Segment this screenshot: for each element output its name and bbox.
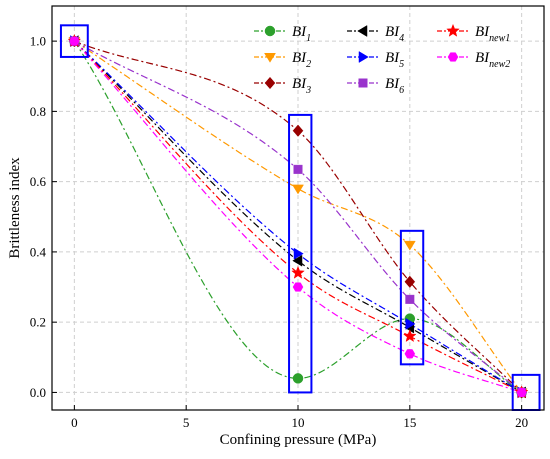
x-tick-label: 15: [403, 415, 416, 430]
x-tick-label: 0: [71, 415, 78, 430]
x-tick-label: 10: [292, 415, 305, 430]
data-point-4: [292, 254, 303, 267]
legend-item-5: BI5: [347, 50, 404, 70]
legend-label: BI2: [292, 50, 311, 70]
legend-label-main: BI: [385, 50, 400, 66]
y-tick-label: 0.2: [30, 315, 46, 330]
data-point-5: [405, 317, 416, 330]
data-point-6: [293, 164, 303, 174]
data-point-2: [292, 184, 304, 195]
legend-label-sub: new1: [489, 33, 510, 44]
legend-label: BI6: [385, 76, 404, 96]
y-tick-label: 1.0: [30, 34, 46, 49]
data-point-new2: [404, 349, 416, 359]
data-point-3: [404, 275, 416, 288]
x-tick-label: 20: [515, 415, 528, 430]
y-tick-label: 0.0: [30, 385, 46, 400]
series-line-1: [73, 40, 522, 393]
legend-marker: [264, 76, 276, 90]
legend-marker: [358, 78, 368, 88]
legend-marker: [264, 53, 276, 63]
data-point-new2: [516, 387, 527, 398]
legend-item-1: BI1: [254, 24, 311, 44]
legend-label-sub: 6: [399, 85, 404, 96]
highlight-box: [399, 229, 425, 366]
legend-label-sub: 2: [306, 59, 311, 70]
data-point-new2: [292, 282, 304, 292]
x-tick-label: 5: [183, 415, 190, 430]
data-point-new1: [291, 265, 305, 279]
data-point-1: [292, 373, 304, 384]
legend-item-2: BI2: [254, 50, 311, 70]
legend-marker: [264, 25, 276, 37]
legend-label-main: BI: [292, 76, 307, 92]
y-tick-label: 0.4: [30, 244, 47, 259]
y-tick-label: 0.6: [30, 174, 47, 189]
legend-label-main: BI: [385, 76, 400, 92]
data-point-3: [292, 124, 304, 137]
legend-marker: [446, 23, 460, 37]
legend-label-sub: 3: [305, 85, 311, 96]
series-line-new1: [73, 40, 522, 393]
legend-label: BI3: [292, 76, 311, 96]
legend-item-new1: BInew1: [437, 23, 510, 44]
legend-label: BI1: [292, 24, 311, 44]
series-line-2: [74, 40, 523, 393]
y-tick-label: 0.8: [30, 104, 46, 119]
legend-label: BI5: [385, 50, 404, 70]
legend-marker: [447, 52, 459, 62]
data-point-5: [293, 247, 304, 260]
highlight-box: [288, 113, 313, 394]
legend-label-sub: 5: [399, 59, 404, 70]
series-markers: [67, 33, 529, 399]
legend-label-main: BI: [292, 50, 307, 66]
axis-ticks: 0 5 10 15 200.00.20.40.60.81.0: [30, 34, 528, 430]
series-line-4: [73, 40, 522, 393]
highlight-box: [59, 24, 89, 58]
legend-label-main: BI: [475, 50, 490, 66]
legend-item-new2: BInew2: [437, 50, 510, 70]
legend-label-sub: 1: [306, 33, 311, 44]
data-point-new2: [69, 36, 80, 46]
legend-label-main: BI: [475, 24, 490, 40]
legend-label-main: BI: [385, 24, 400, 40]
legend-label: BInew2: [475, 50, 510, 70]
y-axis-title: Brittleness index: [7, 157, 23, 259]
legend-item-3: BI3: [254, 76, 311, 96]
legend-label: BI4: [385, 24, 404, 44]
legend-label-main: BI: [292, 24, 307, 40]
legend-label-sub: 4: [399, 33, 404, 44]
legend-label: BInew1: [475, 24, 510, 44]
legend-item-4: BI4: [347, 24, 404, 44]
data-point-new1: [402, 329, 417, 343]
legend-label-sub: new2: [489, 59, 510, 70]
legend-marker: [358, 51, 369, 63]
legend-marker: [357, 25, 368, 37]
data-point-2: [403, 240, 416, 251]
x-axis-title: Confining pressure (MPa): [220, 432, 377, 448]
data-point-6: [405, 294, 415, 304]
legend-item-6: BI6: [347, 76, 404, 96]
series-line-5: [73, 40, 522, 393]
